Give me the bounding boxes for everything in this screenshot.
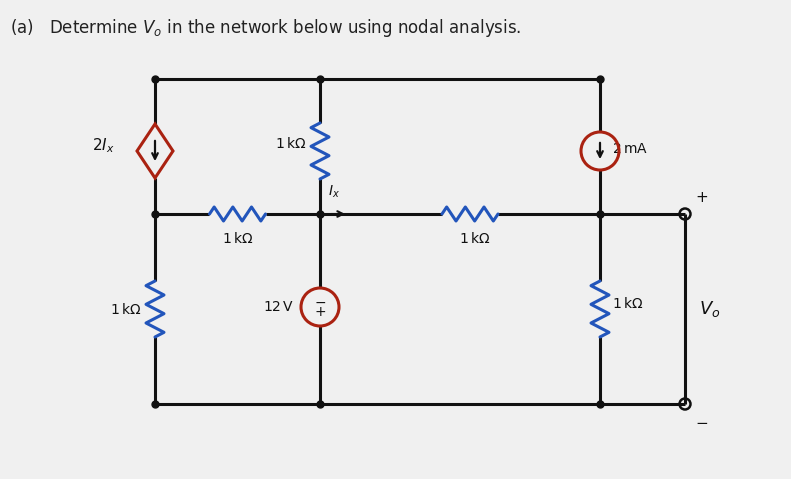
Text: $I_x$: $I_x$ (328, 183, 340, 200)
Text: $1\,\mathrm{k}\Omega$: $1\,\mathrm{k}\Omega$ (274, 136, 306, 150)
Text: $2\,\mathrm{mA}$: $2\,\mathrm{mA}$ (612, 142, 648, 156)
Text: $-$: $-$ (314, 295, 326, 309)
Text: $1\,\mathrm{k}\Omega$: $1\,\mathrm{k}\Omega$ (222, 231, 253, 246)
Text: $V_o$: $V_o$ (699, 299, 721, 319)
Text: (a)   Determine $V_o$ in the network below using nodal analysis.: (a) Determine $V_o$ in the network below… (10, 17, 521, 39)
Text: $1\,\mathrm{k}\Omega$: $1\,\mathrm{k}\Omega$ (460, 231, 490, 246)
Text: $1\,\mathrm{k}\Omega$: $1\,\mathrm{k}\Omega$ (612, 297, 643, 311)
Text: $2I_x$: $2I_x$ (93, 137, 115, 155)
Text: $+$: $+$ (695, 190, 708, 205)
Text: $-$: $-$ (695, 413, 708, 429)
Text: $1\,\mathrm{k}\Omega$: $1\,\mathrm{k}\Omega$ (110, 301, 141, 317)
Text: $12\,\mathrm{V}$: $12\,\mathrm{V}$ (263, 300, 294, 314)
Text: $+$: $+$ (314, 306, 326, 319)
